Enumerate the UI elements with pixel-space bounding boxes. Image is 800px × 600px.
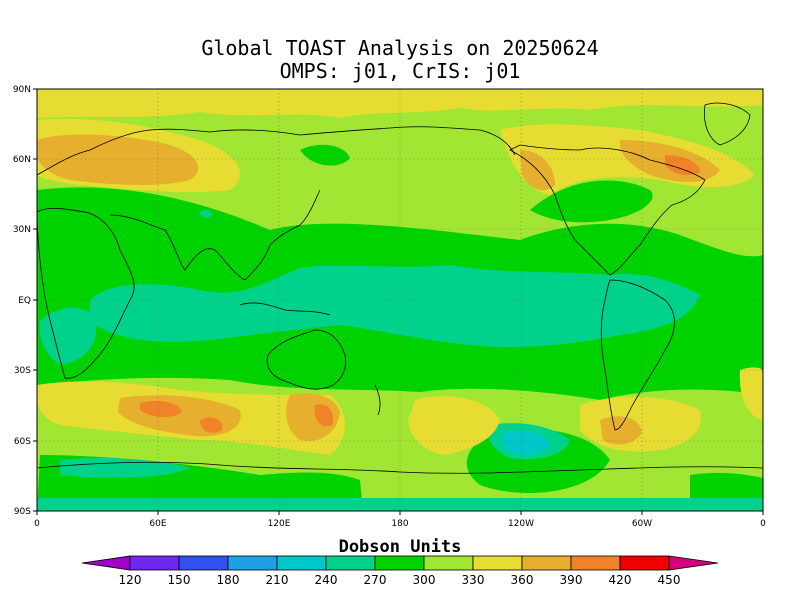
- colorbar-tick-label: 450: [658, 573, 681, 587]
- lon-label: 0: [34, 519, 40, 529]
- lon-label: 120E: [268, 519, 291, 529]
- lat-label: 30S: [14, 366, 31, 376]
- field-zone-390: [200, 417, 223, 433]
- colorbar-tick-label: 240: [315, 573, 338, 587]
- lon-label: 60E: [149, 519, 166, 529]
- field-zone-270: [90, 265, 700, 347]
- colorbar-swatch: [178, 555, 229, 571]
- field-zone-270: [200, 209, 212, 218]
- colorbar-swatch: [81, 555, 131, 571]
- axis-ticks: [33, 88, 764, 515]
- colorbar-swatch: [521, 555, 572, 571]
- colorbar-tick-label: 360: [511, 573, 534, 587]
- field-zone-390: [314, 404, 334, 427]
- field-zone-390: [665, 155, 700, 176]
- colorbar-title: Dobson Units: [338, 537, 462, 557]
- field-zone-330: [408, 396, 500, 455]
- map-subtitle: OMPS: j01, CrIS: j01: [279, 59, 521, 83]
- field-zone-330: [739, 367, 763, 420]
- colorbar-swatch: [619, 555, 670, 571]
- colorbar-swatch: [570, 555, 621, 571]
- lon-labels: 0 60E 120E 180 120W 60W 0: [34, 519, 766, 529]
- field-zone-360: [600, 416, 642, 445]
- coastlines: [37, 102, 763, 474]
- colorbar-swatch: [227, 555, 278, 571]
- colorbar-tick-label: 270: [364, 573, 387, 587]
- lat-label: 90N: [13, 85, 31, 95]
- field-zone-360: [37, 134, 199, 185]
- field-zone-330: [37, 89, 763, 118]
- lat-label: 60S: [14, 437, 31, 447]
- lat-label: 90S: [14, 507, 31, 517]
- field-zone-390: [140, 401, 182, 418]
- colorbar-tick-label: 120: [119, 573, 142, 587]
- lon-label: 180: [391, 519, 408, 529]
- colorbar-swatch: [423, 555, 474, 571]
- colorbar: 120 150 180 210 240 270 300 330 360 390 420 450: [81, 555, 719, 587]
- colorbar-tick-label: 420: [609, 573, 632, 587]
- colorbar-tick-label: 180: [217, 573, 240, 587]
- ozone-field: [37, 89, 763, 511]
- field-zone-240: [501, 430, 550, 455]
- colorbar-swatch: [374, 555, 425, 571]
- colorbar-tick-label: 300: [413, 573, 436, 587]
- field-zone-270: [39, 308, 97, 365]
- colorbar-swatch: [325, 555, 376, 571]
- colorbar-tick-label: 150: [168, 573, 191, 587]
- colorbar-tick-label: 210: [266, 573, 289, 587]
- colorbar-swatch: [472, 555, 523, 571]
- colorbar-swatch: [276, 555, 327, 571]
- map-title: Global TOAST Analysis on 20250624: [201, 36, 599, 60]
- lon-label: 0: [760, 519, 766, 529]
- lon-label: 120W: [508, 519, 534, 529]
- lat-label: EQ: [18, 296, 31, 306]
- colorbar-tick-label: 390: [560, 573, 583, 587]
- field-zone-270: [37, 498, 763, 511]
- lat-label: 30N: [13, 225, 31, 235]
- field-zone-300: [300, 144, 350, 166]
- lat-label: 60N: [13, 155, 31, 165]
- graticule: [37, 89, 763, 511]
- colorbar-swatch: [668, 555, 719, 571]
- field-zone-270: [60, 457, 190, 478]
- lat-labels: 90N 60N 30N EQ 30S 60S 90S: [13, 85, 31, 517]
- colorbar-swatch: [129, 555, 180, 571]
- colorbar-tick-label: 330: [462, 573, 485, 587]
- field-zone-360: [286, 393, 340, 442]
- lon-label: 60W: [632, 519, 652, 529]
